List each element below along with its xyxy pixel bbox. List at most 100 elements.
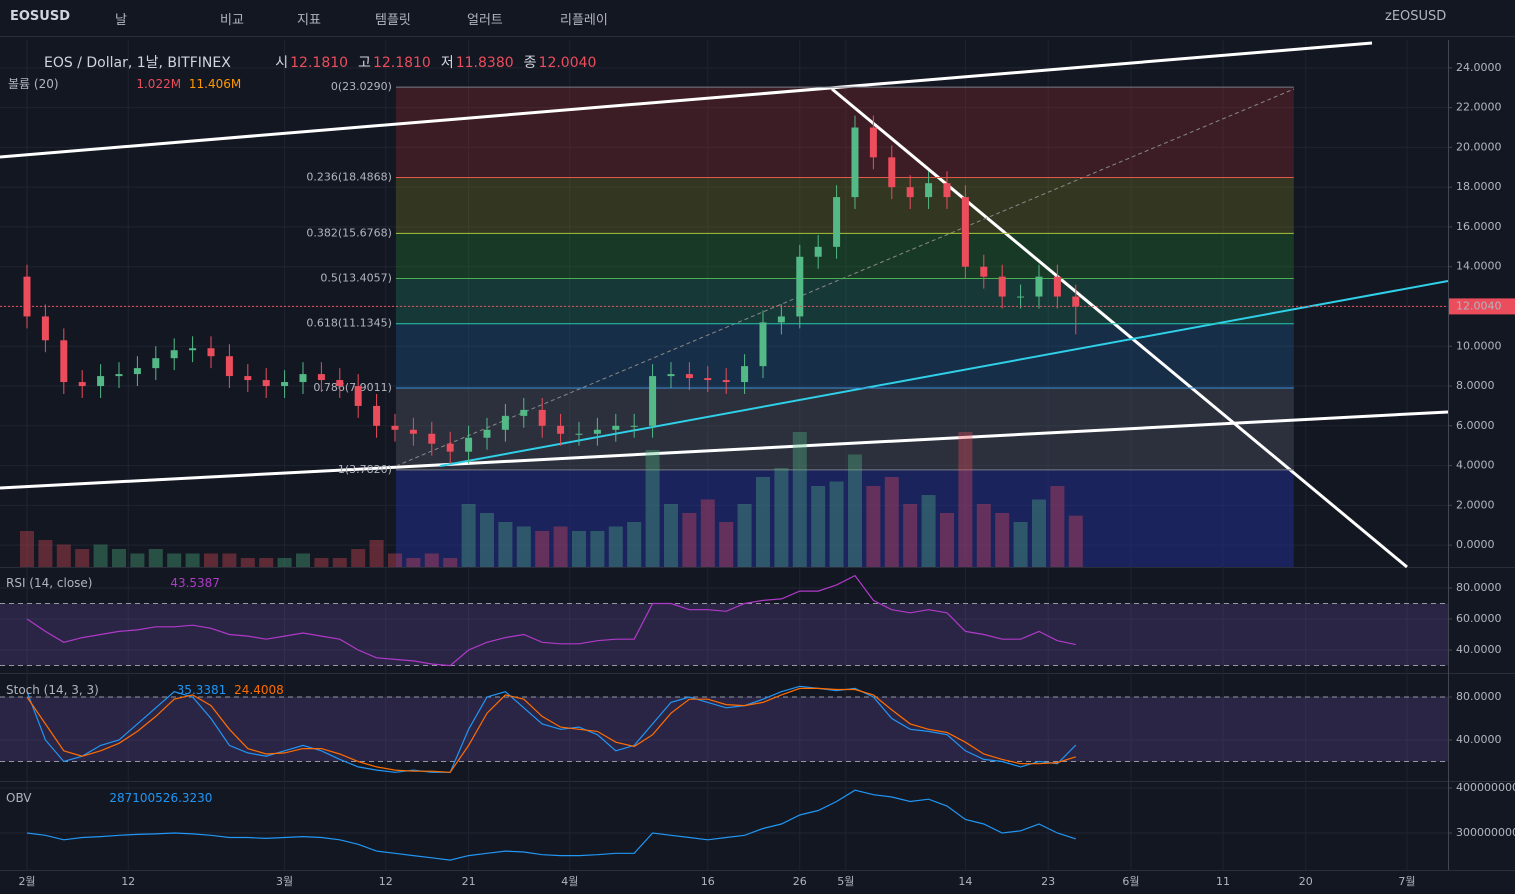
y-tick-label: 300000000.0 <box>1456 826 1515 839</box>
fib-trend <box>395 88 1295 467</box>
candle-body <box>796 256 804 317</box>
candle-body <box>281 382 289 387</box>
volume-bar <box>185 553 200 567</box>
x-tick-label: 2월 <box>18 875 35 888</box>
candle-body <box>244 376 252 381</box>
candle-body <box>612 425 620 430</box>
volume-bar <box>351 549 366 567</box>
volume-bar <box>406 558 421 567</box>
ohlc-name: 종 <box>523 55 537 71</box>
stoch-legend: Stoch (14, 3, 3) 35.3381 24.4008 <box>6 683 288 697</box>
volume-bar <box>1031 499 1046 567</box>
y-tick-label: 40.0000 <box>1456 643 1502 656</box>
obv-legend: OBV 287100526.3230 <box>6 791 216 805</box>
rsi-value: 43.5387 <box>170 576 220 590</box>
x-tick-label: 16 <box>701 875 715 888</box>
volume-bar <box>1013 522 1028 567</box>
y-tick-label: 40.0000 <box>1456 733 1502 746</box>
volume-value: 1.022M <box>136 77 182 91</box>
volume-bar <box>884 477 899 567</box>
fib-zone <box>395 278 1294 324</box>
y-tick-label: 0.0000 <box>1456 538 1495 551</box>
indicators[interactable]: 지표 <box>297 13 321 28</box>
ohlc-value: 11.8380 <box>455 55 514 71</box>
volume-ma: 11.406M <box>188 77 242 91</box>
interval[interactable]: 날 <box>115 13 127 28</box>
candle-body <box>189 348 197 351</box>
x-tick-label: 7월 <box>1398 875 1415 888</box>
alerts[interactable]: 얼러트 <box>467 13 503 28</box>
fib-zone <box>395 87 1294 178</box>
symbol[interactable]: EOSUSD <box>10 9 71 24</box>
y-tick-label: 60.0000 <box>1456 612 1502 625</box>
compare-symbol[interactable]: zEOSUSD <box>1385 9 1447 24</box>
obv-name: OBV <box>6 791 32 805</box>
candle-body <box>943 183 951 198</box>
compare[interactable]: 비교 <box>220 13 244 28</box>
rsi-legend: RSI (14, close) 43.5387 <box>6 576 224 590</box>
band-fill <box>0 603 1448 666</box>
y-tick-label: 16.0000 <box>1456 220 1502 233</box>
volume-bar <box>829 481 844 567</box>
candle-body <box>888 157 896 188</box>
candle-body <box>1072 296 1080 307</box>
ohlc-value: 12.1810 <box>290 55 349 71</box>
replay[interactable]: 리플레이 <box>560 13 608 28</box>
candle-body <box>814 246 822 257</box>
candle-body <box>777 316 785 323</box>
candle-body <box>354 386 362 406</box>
fib-label: 0(23.0290) <box>331 80 392 93</box>
indicator-line <box>26 685 1077 773</box>
y-tick-label: 4.0000 <box>1456 459 1495 472</box>
trend-line <box>831 87 1408 569</box>
volume-bar <box>553 526 568 567</box>
volume-bar <box>38 540 53 567</box>
candle-body <box>78 382 86 387</box>
volume-bar <box>737 504 752 567</box>
volume-bar <box>682 513 697 567</box>
fib-label: 0.786(7.9011) <box>313 381 392 394</box>
y-tick-label: 8.0000 <box>1456 379 1495 392</box>
fib-label: 0.236(18.4868) <box>306 170 392 183</box>
candle-body <box>925 183 933 198</box>
candle-body <box>465 437 473 452</box>
volume-bar <box>1068 515 1083 567</box>
volume-bar <box>1050 486 1065 567</box>
volume-bar <box>811 486 826 567</box>
candle-body <box>704 378 712 381</box>
volume-bar <box>75 549 90 567</box>
y-tick-label: 80.0000 <box>1456 690 1502 703</box>
volume-bar <box>443 558 458 567</box>
last-price-tag <box>1449 298 1515 315</box>
volume-bar <box>167 553 182 567</box>
candle-body <box>575 433 583 435</box>
volume-bar <box>479 513 494 567</box>
candle-body <box>759 322 767 367</box>
volume-bar <box>719 522 734 567</box>
templates[interactable]: 템플릿 <box>375 13 411 28</box>
fib-zone <box>395 387 1294 470</box>
candle-body <box>23 276 31 317</box>
trend-line <box>439 280 1449 467</box>
candle-body <box>501 415 509 430</box>
volume-bar <box>130 553 145 567</box>
candle-body <box>649 376 657 426</box>
y-tick-label: 22.0000 <box>1456 101 1502 114</box>
candle-body <box>869 127 877 158</box>
volume-bar <box>700 499 715 567</box>
candle-body <box>741 366 749 383</box>
x-tick-label: 11 <box>1216 875 1230 888</box>
volume-bar <box>93 544 108 567</box>
candle-body <box>225 356 233 377</box>
toolbar: EOSUSD 날 비교 지표 템플릿 얼러트 리플레이 zEOSUSD <box>0 0 1515 37</box>
obv-value: 287100526.3230 <box>109 791 213 805</box>
x-tick-label: 20 <box>1299 875 1313 888</box>
fib-zone <box>395 323 1294 388</box>
volume-name: 볼륨 (20) <box>8 77 59 91</box>
y-tick-label: 6.0000 <box>1456 419 1495 432</box>
candle-body <box>1017 296 1025 298</box>
x-tick-label: 6월 <box>1122 875 1139 888</box>
candle-body <box>538 409 546 426</box>
candle-body <box>906 187 914 198</box>
